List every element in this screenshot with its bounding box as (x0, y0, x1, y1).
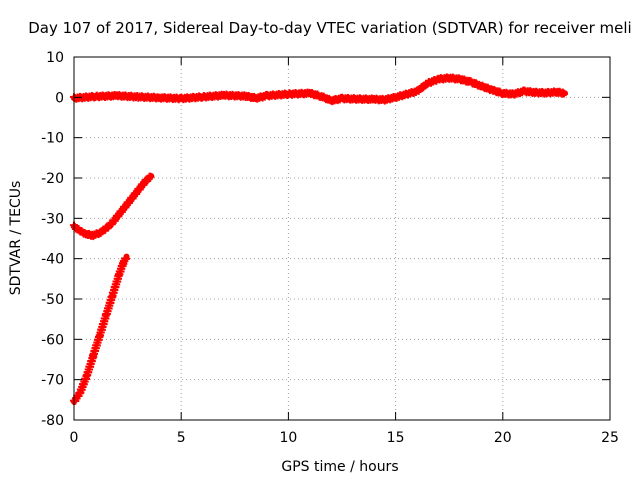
y-tick-label: -80 (41, 413, 64, 429)
series-2 (70, 172, 155, 241)
x-tick-label: 10 (279, 430, 297, 446)
x-axis-label: GPS time / hours (281, 459, 398, 475)
x-tick-labels: 0 5 10 15 20 25 (70, 430, 619, 446)
x-tick-label: 5 (177, 430, 186, 446)
grid-lines (74, 57, 610, 420)
y-tick-labels: 10 0 -10 -20 -30 -40 -50 -60 -70 -80 (41, 50, 64, 429)
chart-title: Day 107 of 2017, Sidereal Day-to-day VTE… (28, 19, 631, 37)
x-tick-label: 25 (601, 430, 619, 446)
x-tick-label: 20 (494, 430, 512, 446)
y-tick-label: -30 (41, 211, 64, 227)
x-tick-label: 15 (387, 430, 405, 446)
y-tick-label: -50 (41, 292, 64, 308)
x-tick-label: 0 (70, 430, 79, 446)
y-axis-label: SDTVAR / TECUs (8, 181, 24, 296)
y-tick-label: 0 (55, 90, 64, 106)
y-tick-label: -70 (41, 373, 64, 389)
y-tick-label: -20 (41, 171, 64, 187)
series-3 (70, 73, 568, 106)
axis-ticks (73, 56, 611, 421)
plot-frame (73, 56, 611, 421)
y-tick-label: -10 (41, 131, 64, 147)
y-tick-label: -60 (41, 332, 64, 348)
y-tick-label: 10 (46, 50, 64, 66)
series-1 (70, 253, 130, 406)
y-tick-label: -40 (41, 252, 64, 268)
data-points (70, 73, 568, 406)
